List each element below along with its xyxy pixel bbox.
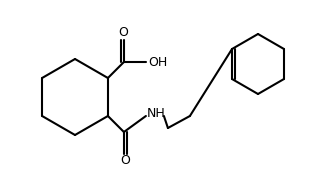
Text: NH: NH: [147, 107, 165, 120]
Text: OH: OH: [148, 55, 168, 68]
Text: O: O: [120, 154, 130, 167]
Text: O: O: [118, 27, 128, 40]
